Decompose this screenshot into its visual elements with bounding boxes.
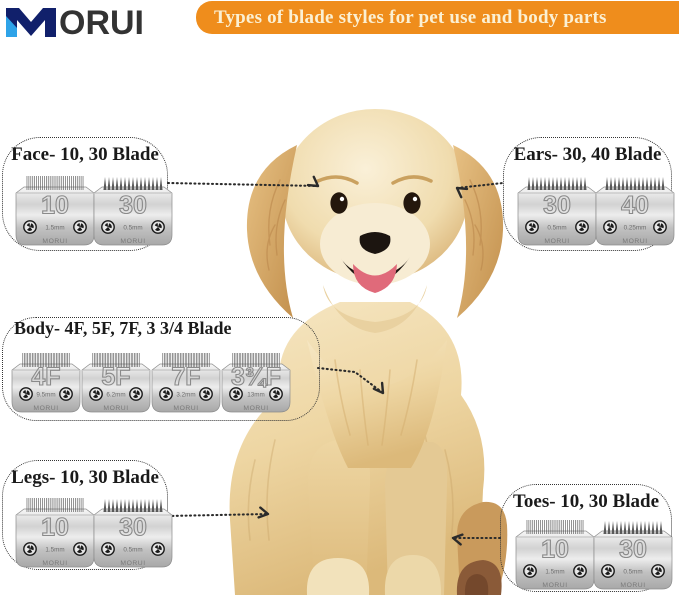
svg-text:30: 30 [543,192,571,220]
svg-text:30: 30 [119,192,147,220]
svg-text:0.5mm: 0.5mm [547,225,566,232]
svg-text:1.5mm: 1.5mm [45,547,64,554]
svg-text:MORUI: MORUI [33,405,58,412]
svg-text:30: 30 [119,514,147,542]
svg-text:13mm: 13mm [247,392,265,399]
svg-text:MORUI: MORUI [620,582,645,589]
svg-text:3¾F: 3¾F [231,363,281,391]
svg-text:6.2mm: 6.2mm [106,392,125,399]
svg-text:MORUI: MORUI [622,238,647,245]
svg-text:1.5mm: 1.5mm [45,225,64,232]
svg-text:MORUI: MORUI [173,405,198,412]
svg-text:MORUI: MORUI [103,405,128,412]
svg-text:9.5mm: 9.5mm [36,392,55,399]
svg-text:5F: 5F [101,363,130,391]
svg-text:3.2mm: 3.2mm [176,392,195,399]
svg-text:0.25mm: 0.25mm [624,225,647,232]
svg-text:MORUI: MORUI [42,560,67,567]
svg-text:4F: 4F [31,363,60,391]
svg-text:MORUI: MORUI [544,238,569,245]
svg-text:1.5mm: 1.5mm [545,569,564,576]
svg-text:MORUI: MORUI [120,560,145,567]
svg-text:10: 10 [41,514,69,542]
svg-text:MORUI: MORUI [120,238,145,245]
svg-text:30: 30 [619,536,647,564]
svg-text:0.5mm: 0.5mm [123,225,142,232]
svg-text:7F: 7F [171,363,200,391]
svg-text:40: 40 [621,192,649,220]
svg-text:10: 10 [41,192,69,220]
svg-text:MORUI: MORUI [243,405,268,412]
svg-text:0.5mm: 0.5mm [623,569,642,576]
svg-text:MORUI: MORUI [42,238,67,245]
svg-text:10: 10 [541,536,569,564]
svg-text:0.5mm: 0.5mm [123,547,142,554]
svg-text:MORUI: MORUI [542,582,567,589]
